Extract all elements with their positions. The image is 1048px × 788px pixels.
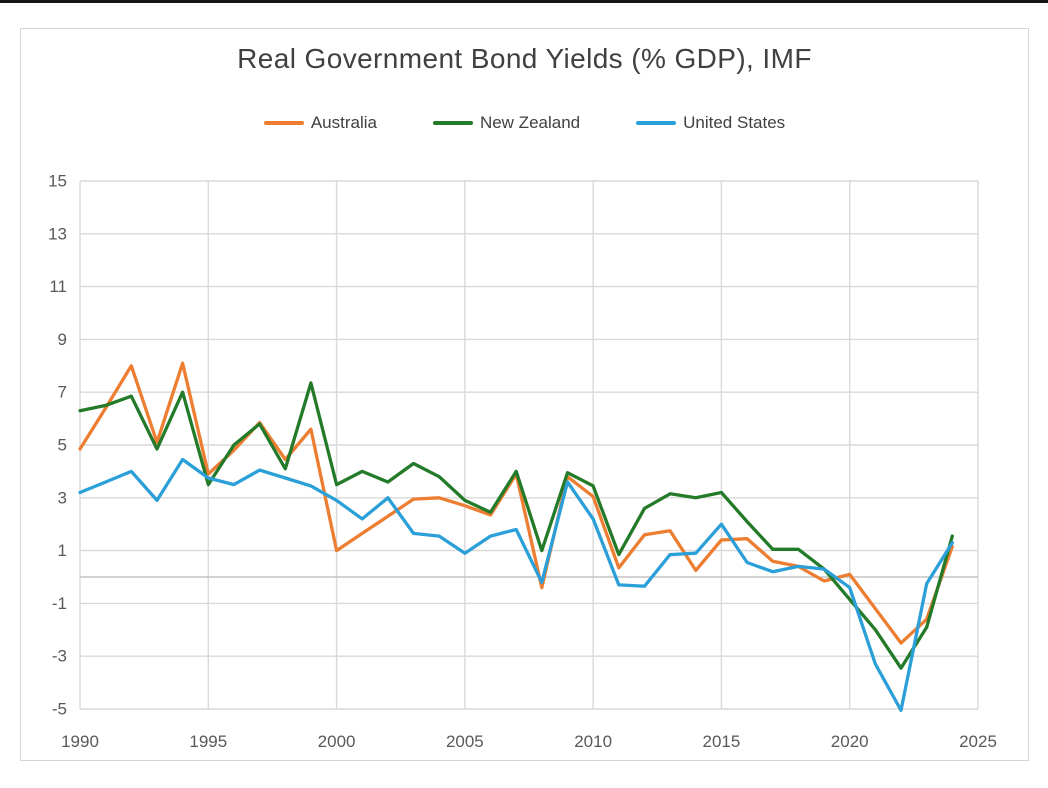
chart-title: Real Government Bond Yields (% GDP), IMF [237,43,812,74]
y-axis-tick-label: -5 [52,700,67,719]
legend-item-new-zealand: New Zealand [432,113,581,133]
plot-area: 15 13 11 9 7 5 3 1 -1 -3 -5 1990 1995 2000 2005 2010 201… [48,172,997,752]
legend-label-australia: Australia [310,113,377,132]
x-axis-tick-label: 1990 [61,732,99,751]
series-line-australia [78,361,954,645]
x-axis-tick-label: 2025 [959,732,997,751]
y-axis-tick-label: 13 [48,224,67,243]
x-axis-tick-label: 2020 [831,732,869,751]
chart-frame: Real Government Bond Yields (% GDP), IMF… [20,28,1029,761]
y-axis-tick-label: 9 [58,330,67,349]
x-axis-tick-label: 2015 [703,732,741,751]
series-line-united-states [78,457,954,712]
x-axis-tick-label: 2005 [446,732,484,751]
legend: Australia New Zealand United States [21,113,1028,133]
x-axis-tick-label: 2000 [318,732,356,751]
legend-label-new-zealand: New Zealand [479,113,581,132]
legend-swatch-new-zealand [432,121,473,125]
x-axis-tick-label: 1995 [189,732,227,751]
y-axis-tick-label: 7 [58,383,67,402]
legend-label-united-states: United States [683,113,786,132]
y-axis-tick-label: 5 [58,436,67,455]
y-axis-tick-label: -3 [52,647,67,666]
x-axis-tick-label: 2010 [574,732,612,751]
legend-item-united-states: United States [636,113,785,133]
y-axis-tick-label: -1 [52,594,67,613]
y-axis-tick-label: 1 [58,541,67,560]
legend-item-australia: Australia [263,113,377,133]
y-axis-tick-label: 3 [58,488,67,507]
window-top-edge [0,0,1048,3]
legend-swatch-australia [263,121,304,125]
y-axis-tick-label: 11 [49,277,67,296]
legend-swatch-united-states [636,121,677,125]
y-axis-tick-label: 15 [48,172,67,191]
series-line-new-zealand [78,381,954,670]
